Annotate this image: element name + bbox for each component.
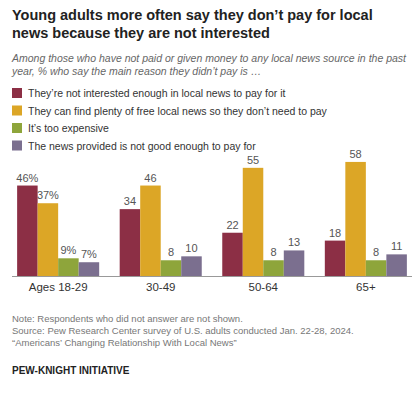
bar	[366, 260, 387, 276]
credit: PEW-KNIGHT INITIATIVE	[12, 365, 130, 376]
data-label: 9%	[60, 244, 76, 256]
x-tick: 30-49	[146, 281, 175, 293]
bar	[386, 254, 407, 276]
data-label: 8	[373, 246, 379, 258]
x-axis: Ages 18-29 30-49 50-64 65+	[12, 277, 412, 294]
note: Source: Pew Research Center survey of U.…	[12, 325, 354, 336]
bars	[17, 162, 407, 276]
note: “Americans’ Changing Relationship With L…	[12, 337, 237, 348]
bar	[345, 162, 366, 276]
data-label: 46	[144, 172, 156, 184]
data-label: 37%	[37, 189, 59, 201]
data-label: 46%	[16, 172, 38, 184]
chart: Young adults more often say they don’t p…	[0, 0, 420, 415]
data-label: 13	[288, 236, 300, 248]
x-tick: 65+	[356, 281, 376, 293]
data-label: 34	[124, 195, 136, 207]
x-tick: Ages 18-29	[29, 281, 88, 293]
text-line: Among those who have not paid or given m…	[11, 52, 407, 64]
text-line: news because they are not interested	[12, 25, 270, 41]
bar	[325, 241, 346, 276]
data-label: 8	[270, 246, 276, 258]
legend-label: They can find plenty of free local news …	[28, 105, 328, 117]
data-label: 22	[226, 219, 238, 231]
data-label: 11	[391, 240, 402, 252]
x-tick: 50-64	[249, 281, 279, 293]
data-label: 55	[247, 154, 259, 166]
legend-label: They’re not interested enough in local n…	[28, 87, 285, 99]
data-labels: 46% 34 22 18 37% 46 55 58 9% 8 8 8 7% 10 13 11	[16, 148, 402, 260]
bar	[243, 168, 264, 276]
bar	[222, 233, 243, 276]
data-label: 7%	[81, 248, 97, 260]
x-tick-label: 30-49	[146, 281, 175, 293]
title: Young adults more often say they don’t p…	[12, 7, 373, 41]
legend-swatch	[12, 106, 22, 116]
bar	[79, 262, 100, 276]
bar	[284, 250, 305, 276]
note: Note: Respondents who did not answer are…	[12, 313, 243, 324]
data-label: 8	[168, 246, 174, 258]
notes: Note: Respondents who did not answer are…	[12, 313, 354, 376]
bar	[38, 203, 59, 276]
data-label: 58	[349, 148, 361, 160]
bar	[181, 256, 202, 276]
bar	[161, 260, 182, 276]
x-tick-label: 65+	[356, 281, 376, 293]
bar	[17, 186, 38, 276]
text-line: Young adults more often say they don’t p…	[12, 7, 373, 23]
x-axis-line	[12, 276, 412, 277]
x-tick-label: 50-64	[249, 281, 279, 293]
bar	[263, 260, 284, 276]
legend-label: The news provided is not good enough to …	[28, 140, 256, 152]
bar	[140, 186, 161, 276]
legend-swatch	[12, 123, 22, 133]
legend: They’re not interested enough in local n…	[12, 87, 328, 152]
subtitle: Among those who have not paid or given m…	[11, 52, 407, 77]
legend-swatch	[12, 88, 22, 98]
text-line: year, % who say the main reason they did…	[11, 65, 261, 77]
bar	[120, 209, 141, 276]
bar	[58, 258, 79, 276]
legend-swatch	[12, 141, 22, 151]
x-tick-label: Ages 18-29	[29, 281, 88, 293]
legend-label: It’s too expensive	[28, 122, 109, 134]
data-label: 18	[329, 227, 341, 239]
data-label: 10	[185, 242, 197, 254]
